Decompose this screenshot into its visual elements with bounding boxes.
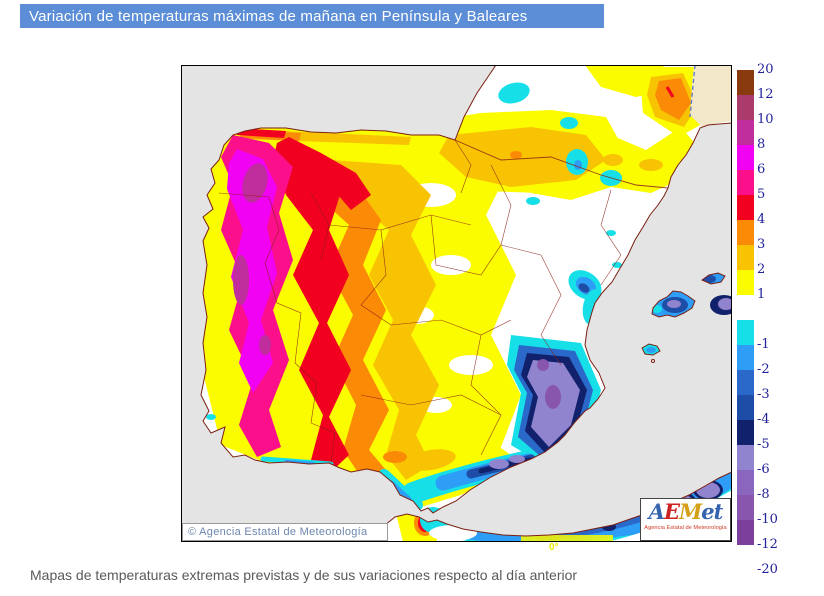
legend-swatch [737, 70, 754, 95]
legend-tick-label: 10 [757, 112, 774, 127]
aemet-logo: AEMet Agencia Estatal de Meteorología [640, 498, 731, 541]
map-frame [181, 65, 732, 542]
legend-swatch [737, 220, 754, 245]
legend-tick-label: -5 [757, 437, 770, 452]
page-title-bar: Variación de temperaturas máximas de mañ… [20, 4, 604, 28]
legend-swatch [737, 495, 754, 520]
legend-tick-label: -10 [757, 512, 778, 527]
legend-tick-label: -6 [757, 462, 770, 477]
legend-tick-label: 8 [757, 137, 766, 152]
legend-tick-label: -12 [757, 537, 778, 552]
aemet-logo-letter: e [701, 499, 714, 524]
edge-anomaly-blob [710, 295, 732, 315]
legend-swatch [737, 445, 754, 470]
legend-tick-label: -2 [757, 362, 770, 377]
map-copyright: © Agencia Estatal de Meteorología [182, 523, 388, 541]
legend-swatch [737, 395, 754, 420]
legend-tick-label: -20 [757, 562, 778, 577]
warm-zones [201, 65, 709, 542]
legend-tick-label: 6 [757, 162, 766, 177]
aemet-logo-subtitle: Agencia Estatal de Meteorología [644, 525, 727, 531]
legend-tick-label: -4 [757, 412, 770, 427]
legend-swatch [737, 145, 754, 170]
legend-tick-label: 20 [757, 62, 774, 77]
legend-swatch [737, 295, 754, 320]
legend-swatch [737, 95, 754, 120]
aemet-logo-letter: A [648, 499, 665, 524]
legend-swatch [737, 420, 754, 445]
legend-swatch [737, 120, 754, 145]
legend-swatch [737, 195, 754, 220]
legend-swatch [737, 245, 754, 270]
legend-tick-label: -8 [757, 487, 770, 502]
legend-tick-label: -1 [757, 337, 770, 352]
aemet-logo-letter: E [663, 499, 680, 524]
legend-colorbar [737, 70, 754, 545]
legend-swatch [737, 470, 754, 495]
legend-swatch [737, 320, 754, 345]
meridian-label: 0° [549, 542, 559, 553]
map-copyright-text: © Agencia Estatal de Meteorología [188, 526, 368, 538]
page-title: Variación de temperaturas máximas de mañ… [29, 7, 528, 25]
legend-tick-label: -3 [757, 387, 770, 402]
legend-tick-label: 3 [757, 237, 766, 252]
page-caption: Mapas de temperaturas extremas previstas… [30, 567, 578, 583]
legend-swatch [737, 170, 754, 195]
map-border [181, 65, 732, 542]
legend-tick-label: 1 [757, 287, 766, 302]
domain-boundary [689, 65, 732, 127]
legend-tick-label: 12 [757, 87, 774, 102]
aemet-logo-letter: t [713, 499, 724, 524]
legend-swatch [737, 345, 754, 370]
spain-temperature-variation-map [181, 65, 732, 542]
aemet-logo-letter: M [678, 499, 702, 524]
legend-swatch [737, 270, 754, 295]
legend-tick-label: 2 [757, 262, 766, 277]
legend-tick-label: 5 [757, 187, 766, 202]
admin-borders [218, 139, 669, 464]
legend-tick-label: 4 [757, 212, 766, 227]
legend-ticks: 20 12 10 8 6 5 4 3 2 1 -1 -2 -3 -4 -5 -6 -8 -10 -12 -20 [757, 62, 797, 577]
aemet-logo-wordmark: AEMet [641, 499, 730, 525]
legend-swatch [737, 370, 754, 395]
legend-swatch [737, 520, 754, 545]
